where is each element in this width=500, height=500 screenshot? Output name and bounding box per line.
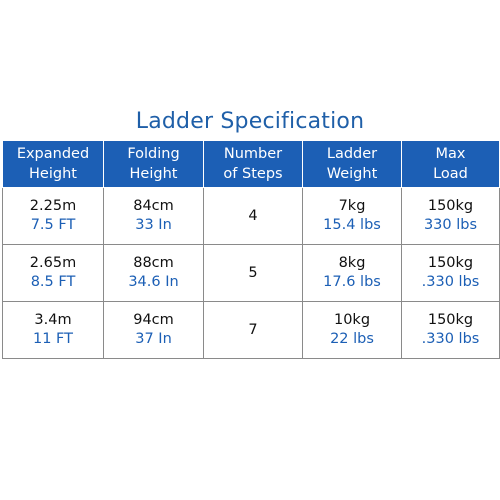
- cell-steps: 7: [203, 301, 303, 359]
- metric-value: 3.4m: [34, 312, 72, 328]
- imperial-value: .330 lbs: [421, 331, 480, 347]
- metric-value: 2.25m: [29, 198, 77, 214]
- metric-value: 7kg: [338, 198, 366, 214]
- table-row: 3.4m 11 FT 94cm 37 In 7 10kg 22 lbs 150k…: [2, 301, 500, 359]
- metric-value: 150kg: [427, 312, 474, 328]
- imperial-value: 330 lbs: [423, 217, 478, 233]
- metric-value: 150kg: [427, 255, 474, 271]
- cell-max-load: 150kg 330 lbs: [401, 187, 500, 245]
- cell-weight: 7kg 15.4 lbs: [302, 187, 402, 245]
- imperial-value: .330 lbs: [421, 274, 480, 290]
- imperial-value: 37 In: [135, 331, 172, 347]
- header-line: Number: [223, 146, 283, 162]
- cell-max-load: 150kg .330 lbs: [401, 244, 500, 302]
- imperial-value: 34.6 In: [128, 274, 179, 290]
- metric-value: 150kg: [427, 198, 474, 214]
- header-line: Ladder: [326, 146, 378, 162]
- metric-value: 94cm: [133, 312, 174, 328]
- imperial-value: 17.6 lbs: [323, 274, 381, 290]
- header-ladder-weight: Ladder Weight: [302, 140, 402, 188]
- metric-value: 10kg: [333, 312, 371, 328]
- steps-value: 5: [248, 264, 258, 281]
- metric-value: 2.65m: [29, 255, 77, 271]
- cell-weight: 8kg 17.6 lbs: [302, 244, 402, 302]
- cell-steps: 4: [203, 187, 303, 245]
- header-line: Max: [435, 146, 466, 162]
- imperial-value: 7.5 FT: [30, 217, 76, 233]
- steps-value: 7: [248, 321, 258, 338]
- cell-expanded-height: 3.4m 11 FT: [2, 301, 104, 359]
- cell-folding-height: 84cm 33 In: [103, 187, 204, 245]
- header-folding-height: Folding Height: [103, 140, 204, 188]
- cell-folding-height: 88cm 34.6 In: [103, 244, 204, 302]
- metric-value: 84cm: [133, 198, 174, 214]
- metric-value: 88cm: [133, 255, 174, 271]
- cell-max-load: 150kg .330 lbs: [401, 301, 500, 359]
- header-line: Height: [29, 166, 77, 182]
- spec-table: Expanded Height Folding Height Number of…: [2, 140, 500, 359]
- metric-value: 8kg: [338, 255, 366, 271]
- header-number-of-steps: Number of Steps: [203, 140, 303, 188]
- header-line: Load: [433, 166, 468, 182]
- cell-expanded-height: 2.65m 8.5 FT: [2, 244, 104, 302]
- header-line: Height: [129, 166, 178, 182]
- cell-folding-height: 94cm 37 In: [103, 301, 204, 359]
- table-row: 2.25m 7.5 FT 84cm 33 In 4 7kg 15.4 lbs 1…: [2, 187, 500, 245]
- table-row: 2.65m 8.5 FT 88cm 34.6 In 5 8kg 17.6 lbs…: [2, 244, 500, 302]
- imperial-value: 33 In: [135, 217, 172, 233]
- header-max-load: Max Load: [401, 140, 500, 188]
- header-expanded-height: Expanded Height: [2, 140, 104, 188]
- cell-weight: 10kg 22 lbs: [302, 301, 402, 359]
- table-header-row: Expanded Height Folding Height Number of…: [2, 140, 500, 188]
- steps-value: 4: [248, 207, 258, 224]
- header-line: of Steps: [223, 166, 283, 182]
- header-line: Weight: [326, 166, 378, 182]
- header-line: Folding: [127, 146, 180, 162]
- imperial-value: 15.4 lbs: [323, 217, 381, 233]
- cell-steps: 5: [203, 244, 303, 302]
- imperial-value: 8.5 FT: [30, 274, 76, 290]
- imperial-value: 11 FT: [32, 331, 73, 347]
- cell-expanded-height: 2.25m 7.5 FT: [2, 187, 104, 245]
- header-line: Expanded: [16, 146, 90, 162]
- imperial-value: 22 lbs: [330, 331, 374, 347]
- page-title: Ladder Specification: [135, 109, 365, 134]
